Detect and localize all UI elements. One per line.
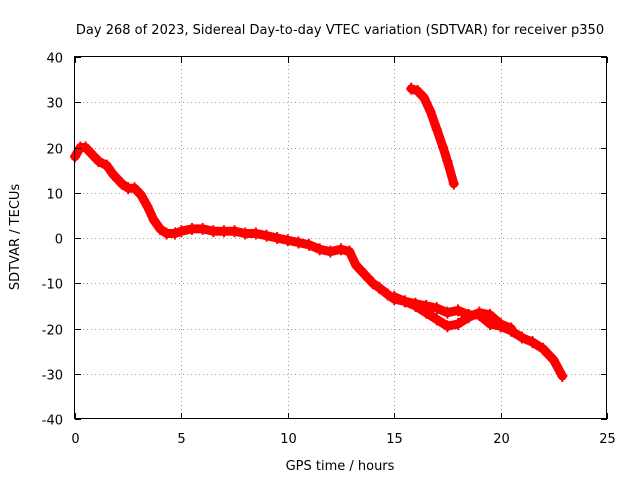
plot-frame bbox=[74, 56, 607, 419]
y-tick-label: -30 bbox=[42, 369, 63, 384]
y-tick-label: 0 bbox=[55, 233, 63, 248]
y-axis-label: SDTVAR / TECUs bbox=[8, 184, 23, 291]
y-tick-label: 20 bbox=[46, 143, 63, 158]
y-tick-label: 10 bbox=[46, 188, 63, 203]
x-tick-label: 20 bbox=[493, 432, 510, 447]
chart-title: Day 268 of 2023, Sidereal Day-to-day VTE… bbox=[76, 23, 604, 38]
y-tick-label: 30 bbox=[46, 97, 63, 112]
x-tick-label: 5 bbox=[177, 432, 185, 447]
x-tick-label: 0 bbox=[71, 432, 79, 447]
y-tick-label: -40 bbox=[42, 414, 63, 429]
x-tick-label: 15 bbox=[386, 432, 403, 447]
y-tick-label: -20 bbox=[42, 324, 63, 339]
y-tick-labels: -40 -30 -20 -10 0 10 20 30 40 bbox=[42, 52, 63, 429]
x-tick-labels: 0 5 10 15 20 25 bbox=[71, 432, 615, 447]
x-tick-label: 25 bbox=[599, 432, 616, 447]
x-tick-label: 10 bbox=[280, 432, 297, 447]
axis-ticks bbox=[75, 57, 608, 420]
y-tick-label: -10 bbox=[42, 278, 63, 293]
data-series bbox=[70, 82, 568, 383]
x-axis-label: GPS time / hours bbox=[286, 459, 395, 474]
y-tick-label: 40 bbox=[46, 52, 63, 67]
